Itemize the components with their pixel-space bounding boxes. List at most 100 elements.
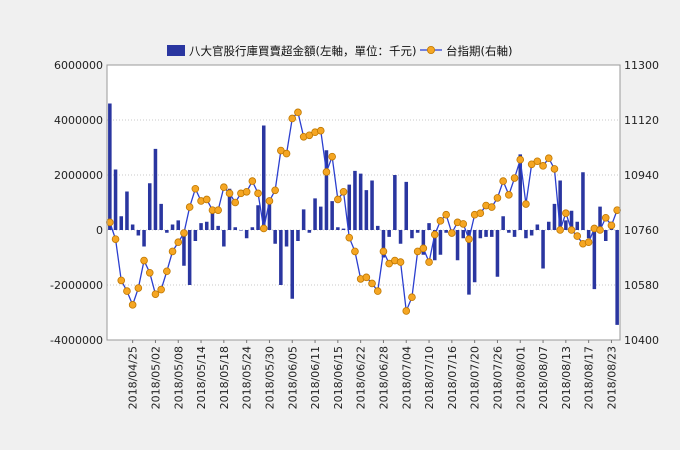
line-point <box>448 229 456 237</box>
bar <box>421 230 426 255</box>
left-tick-label: 4000000 <box>54 114 103 127</box>
line-point <box>533 157 542 166</box>
bar <box>393 175 397 230</box>
bar <box>592 230 597 290</box>
line-point <box>539 162 547 170</box>
line-point <box>316 126 325 135</box>
line-point <box>556 226 564 234</box>
legend-bar-label: 八大官股行庫買賣超金額(左軸，單位：千元) <box>189 44 416 58</box>
line-point <box>596 226 604 234</box>
line-point <box>259 224 268 233</box>
line-point <box>271 186 279 195</box>
bar <box>170 224 175 230</box>
bar <box>455 230 460 261</box>
line-point <box>322 168 331 176</box>
line-point <box>584 238 593 247</box>
left-axis: -4000000 -2000000 0 2000000 4000000 6000000 <box>50 59 103 347</box>
line-point <box>573 232 582 240</box>
bar <box>267 202 272 230</box>
line-point <box>527 160 536 169</box>
bar <box>569 210 574 230</box>
bar <box>415 230 420 233</box>
bar <box>467 230 471 295</box>
bar <box>210 213 215 230</box>
line-point <box>157 285 165 294</box>
x-tick-label: 2018/07/04 <box>400 346 413 409</box>
bar <box>461 230 466 239</box>
line-point <box>151 290 160 298</box>
bar <box>603 230 608 241</box>
left-tick-label: -4000000 <box>50 334 103 347</box>
line-point <box>288 114 297 123</box>
line-point <box>379 247 388 256</box>
x-tick-label: 2018/07/10 <box>423 346 436 409</box>
line-point <box>214 206 222 214</box>
bar <box>182 230 186 266</box>
bar <box>484 230 488 237</box>
bar <box>250 227 255 230</box>
plot-frame <box>106 64 621 341</box>
bar <box>290 230 295 299</box>
bar <box>524 230 528 239</box>
line-point <box>442 210 450 219</box>
bar <box>193 230 198 241</box>
bar <box>187 230 192 285</box>
bar <box>284 230 289 247</box>
left-tick-label: -2000000 <box>50 279 103 292</box>
x-tick-label: 2018/08/23 <box>605 346 618 409</box>
line-point <box>305 131 314 140</box>
line-point <box>408 293 416 302</box>
legend: 八大官股行庫買賣超金額(左軸，單位：千元) 台指期(右軸) <box>167 44 512 58</box>
x-tick-label: 2018/07/20 <box>469 346 482 409</box>
right-tick-label: 10400 <box>624 334 659 347</box>
x-axis: 2018/04/25 2018/05/02 2018/05/08 2018/05/14… <box>127 340 618 409</box>
bar <box>404 181 409 230</box>
bar <box>495 230 500 277</box>
left-tick-label: 2000000 <box>54 169 103 182</box>
bar <box>301 209 306 230</box>
line-point <box>522 200 530 208</box>
line-point <box>328 152 336 161</box>
line-point <box>254 189 262 198</box>
legend-bar-swatch <box>167 45 185 56</box>
line-point <box>191 184 200 193</box>
bar <box>358 173 363 230</box>
line-point <box>277 146 285 155</box>
legend-marker-swatch <box>426 46 435 55</box>
bar <box>478 230 483 239</box>
line-point <box>128 301 137 309</box>
line-point <box>202 195 211 204</box>
bar <box>324 150 329 230</box>
bar <box>239 230 243 231</box>
x-tick-label: 2018/04/25 <box>127 346 140 409</box>
line-point <box>145 268 154 277</box>
line-markers <box>106 108 621 315</box>
line-point <box>163 267 171 276</box>
line-point <box>168 247 177 256</box>
line-point <box>562 209 570 217</box>
line-point <box>174 238 183 247</box>
line-point <box>465 235 473 243</box>
line-point <box>117 276 126 285</box>
bar <box>370 180 374 230</box>
line-point <box>111 235 120 243</box>
bar <box>125 191 129 230</box>
bar <box>261 125 266 230</box>
line-point <box>567 226 576 234</box>
x-tick-label: 2018/05/30 <box>263 346 276 409</box>
line-point <box>487 203 496 211</box>
bar <box>318 206 323 230</box>
bar <box>159 203 163 230</box>
bar <box>438 230 443 255</box>
plot-area <box>107 65 620 340</box>
x-tick-label: 2018/06/15 <box>332 346 345 409</box>
line-point <box>544 154 553 162</box>
bar <box>336 227 340 230</box>
line-point <box>339 188 348 196</box>
line-point <box>334 195 342 204</box>
line-point <box>476 209 485 217</box>
x-tick-label: 2018/08/07 <box>537 346 550 409</box>
line-point <box>499 177 507 185</box>
line-point <box>368 279 376 288</box>
right-tick-label: 10580 <box>624 279 659 292</box>
